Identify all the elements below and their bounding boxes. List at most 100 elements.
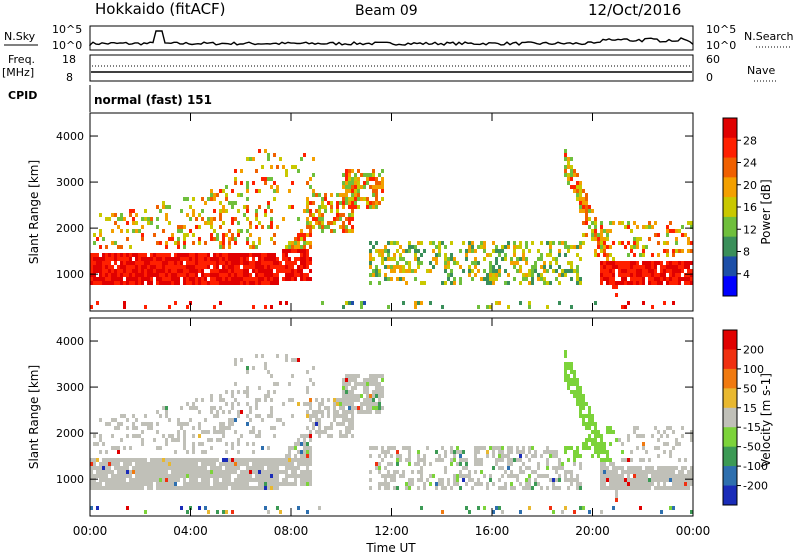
power-cell xyxy=(201,253,204,257)
power-cell xyxy=(129,277,132,281)
power-cell xyxy=(117,273,120,277)
power-cell xyxy=(252,157,255,161)
power-cell xyxy=(633,221,636,225)
power-cell xyxy=(246,277,249,281)
power-cell xyxy=(285,173,288,177)
power-cell xyxy=(450,273,453,277)
velocity-cell xyxy=(378,406,381,410)
velocity-cell xyxy=(231,466,234,470)
velocity-cell xyxy=(378,390,381,394)
velocity-cell xyxy=(645,486,648,490)
velocity-cell xyxy=(183,438,186,442)
velocity-cell xyxy=(666,442,669,446)
velocity-cell xyxy=(291,466,294,470)
power-cell xyxy=(222,261,225,265)
velocity-cell xyxy=(615,474,618,478)
velocity-cell xyxy=(393,486,396,490)
velocity-cell xyxy=(273,390,276,394)
velocity-cell xyxy=(408,486,411,490)
velocity-cell xyxy=(456,446,459,450)
velocity-cell xyxy=(297,474,300,478)
power-cell xyxy=(321,213,324,217)
power-cell xyxy=(378,185,381,189)
power-cell xyxy=(603,249,606,253)
velocity-cell xyxy=(303,478,306,482)
power-cell xyxy=(681,277,684,281)
power-cell xyxy=(276,185,279,189)
velocity-cell xyxy=(501,454,504,458)
power-cell xyxy=(600,241,603,245)
power-cell xyxy=(111,229,114,233)
power-cell xyxy=(315,221,318,225)
power-cell xyxy=(651,225,654,229)
power-cell xyxy=(486,281,489,285)
power-cell xyxy=(96,277,99,281)
power-cell xyxy=(294,237,297,241)
velocity-cell xyxy=(597,450,600,454)
velocity-cell xyxy=(138,466,141,470)
power-cell xyxy=(522,253,525,257)
velocity-cell xyxy=(627,434,630,438)
power-cell xyxy=(132,269,135,273)
velocity-cell xyxy=(462,478,465,482)
power-cell xyxy=(120,213,123,217)
velocity-cell xyxy=(426,446,429,450)
power-cell xyxy=(627,261,630,265)
velocity-cell xyxy=(309,470,312,474)
velocity-cell xyxy=(186,486,189,490)
power-cell xyxy=(204,281,207,285)
power-cell xyxy=(504,269,507,273)
power-cell xyxy=(600,225,603,229)
velocity-cell xyxy=(387,462,390,466)
velocity-cell xyxy=(132,426,135,430)
power-cell xyxy=(630,245,633,249)
velocity-cell xyxy=(165,462,168,466)
power-cell xyxy=(192,213,195,217)
power-cell xyxy=(228,269,231,273)
velocity-cell xyxy=(507,454,510,458)
power-cell xyxy=(528,301,531,305)
velocity-cell xyxy=(561,466,564,470)
velocity-cell xyxy=(342,378,345,382)
velocity-cell xyxy=(276,382,279,386)
velocity-cell xyxy=(366,390,369,394)
power-cell xyxy=(228,253,231,257)
power-cell xyxy=(183,265,186,269)
velocity-cell xyxy=(321,410,324,414)
power-cell xyxy=(630,265,633,269)
power-cell xyxy=(282,265,285,269)
velocity-cell xyxy=(621,474,624,478)
power-cell xyxy=(126,281,129,285)
power-cell xyxy=(177,273,180,277)
velocity-cell xyxy=(285,466,288,470)
power-cell xyxy=(252,265,255,269)
power-cell xyxy=(153,253,156,257)
velocity-cell xyxy=(363,402,366,406)
velocity-cell xyxy=(591,438,594,442)
velocity-cell xyxy=(480,482,483,486)
power-cell xyxy=(414,257,417,261)
power-cell xyxy=(123,269,126,273)
y-tick-label: 4000 xyxy=(56,335,84,348)
velocity-cell xyxy=(273,462,276,466)
y-tick-label: 2000 xyxy=(56,222,84,235)
power-cell xyxy=(579,245,582,249)
velocity-cell xyxy=(510,482,513,486)
velocity-cell xyxy=(474,454,477,458)
velocity-cell xyxy=(270,398,273,402)
power-cell xyxy=(108,273,111,277)
power-cell xyxy=(612,261,615,265)
velocity-cell xyxy=(528,450,531,454)
power-cell xyxy=(204,201,207,205)
velocity-cell xyxy=(513,486,516,490)
velocity-cell xyxy=(111,462,114,466)
power-cell xyxy=(405,269,408,273)
power-cell xyxy=(417,249,420,253)
velocity-cell xyxy=(168,466,171,470)
power-cell xyxy=(630,229,633,233)
velocity-cell xyxy=(573,478,576,482)
velocity-cell xyxy=(534,478,537,482)
velocity-cell xyxy=(144,482,147,486)
velocity-cell xyxy=(444,470,447,474)
velocity-cell xyxy=(393,446,396,450)
